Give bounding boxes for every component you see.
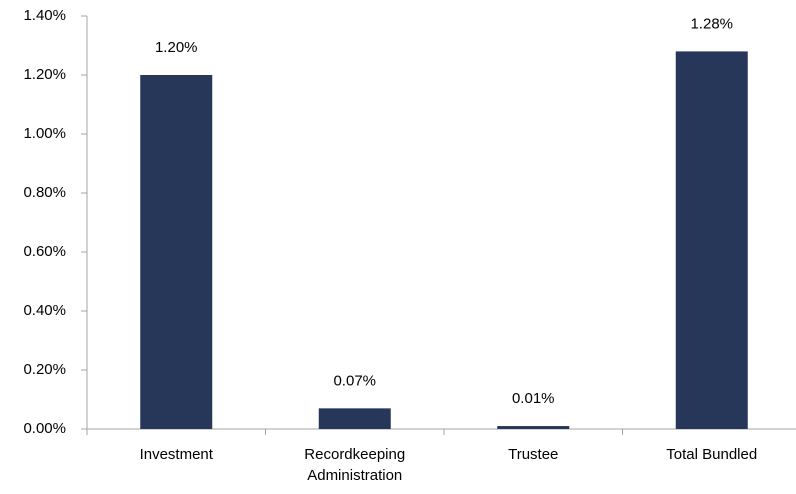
bar xyxy=(497,426,570,429)
y-tick-label: 1.00% xyxy=(23,125,66,142)
y-tick-label: 0.20% xyxy=(23,361,66,378)
bar xyxy=(318,408,391,429)
y-tick-label: 0.00% xyxy=(23,420,66,437)
bar xyxy=(675,51,748,430)
bar xyxy=(140,75,213,429)
data-label: 1.20% xyxy=(155,39,198,56)
y-tick-label: 1.20% xyxy=(23,66,66,83)
x-tick-label: Total Bundled xyxy=(666,446,758,463)
y-tick-label: 0.80% xyxy=(23,184,66,201)
data-label: 0.07% xyxy=(333,372,376,389)
data-label: 1.28% xyxy=(690,15,733,32)
y-tick-label: 1.40% xyxy=(23,7,66,24)
x-tick-label: Trustee xyxy=(508,446,559,463)
x-tick-label: Recordkeeping Administration xyxy=(304,446,406,484)
y-tick-label: 0.40% xyxy=(23,302,66,319)
y-tick-label: 0.60% xyxy=(23,243,66,260)
x-tick-label: Investment xyxy=(139,446,213,463)
data-label: 0.01% xyxy=(512,390,555,407)
